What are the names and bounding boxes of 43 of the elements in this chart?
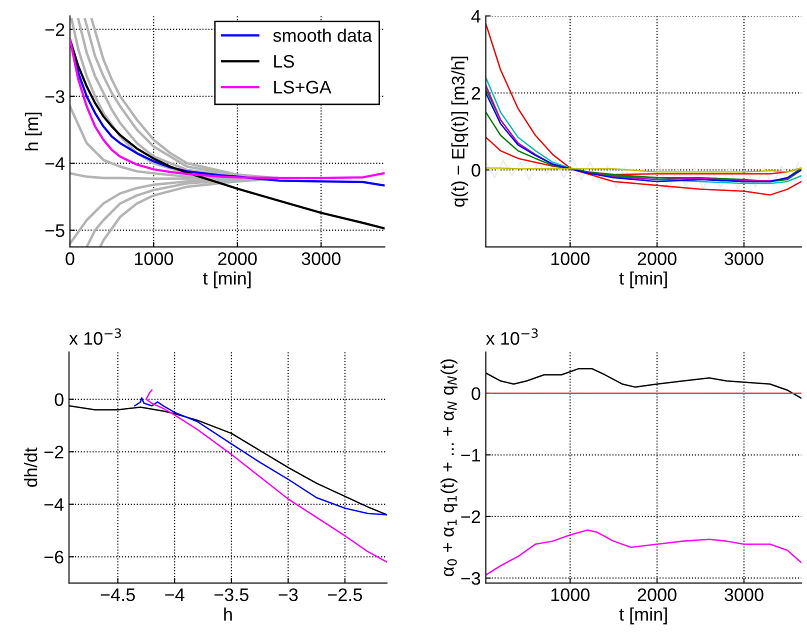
x-tick-label: 2000 — [638, 252, 676, 266]
y-tick-label: 2 — [472, 86, 480, 100]
y-tick-label: 0 — [472, 164, 480, 177]
y-axis-title: h [m] — [24, 112, 42, 150]
y-tick-label: −2 — [45, 23, 64, 36]
x-tick-label: −2.5 — [328, 588, 362, 602]
x-tick-label: 3000 — [302, 252, 340, 266]
text: x 10$^{−3}$ — [69, 328, 121, 345]
y-axis-title: dh/dt — [24, 448, 38, 487]
x-tick-label: −3.5 — [214, 588, 248, 602]
y-tick-label: 0 — [472, 387, 480, 400]
y-tick-label: 4 — [471, 10, 480, 23]
y-tick-label: −1 — [461, 449, 480, 462]
text: x 10$^{−3}$ — [486, 328, 538, 345]
y-tick-label: −5 — [45, 224, 64, 237]
x-tick-label: 2000 — [638, 588, 676, 602]
x-axis-title: t [min] — [619, 607, 667, 624]
y-tick-label: −3 — [461, 572, 480, 585]
x-tick-label: 1000 — [134, 252, 174, 266]
x-tick-label: 3000 — [724, 588, 764, 602]
x-tick-label: −4 — [165, 588, 184, 601]
text: α$_{0}$ + α$_{1}$ q$_{1}$(t) + ... + α$_{N}$ q$_{N}$(t) — [440, 359, 458, 576]
x-axis-title: h — [224, 607, 232, 621]
y-tick-label: 0 — [54, 393, 64, 406]
y-axis-title: q(t) − E[q(t)] [m3/h] — [451, 56, 468, 207]
x-tick-label: −3 — [278, 588, 298, 602]
y-tick-label: −3 — [45, 90, 64, 104]
x-tick-label: 3000 — [724, 252, 764, 266]
x-tick-label: 2000 — [218, 252, 257, 266]
y-tick-label: −2 — [44, 446, 64, 458]
legend-label: LS+GA — [274, 80, 332, 94]
legend-label: smooth data — [273, 28, 372, 42]
x-tick-label: 0 — [66, 252, 74, 266]
x-axis-title: t [min] — [619, 271, 667, 288]
x-tick-label: 1000 — [551, 252, 590, 266]
x-axis-title: t [min] — [203, 271, 251, 288]
y-tick-label: −4 — [45, 157, 65, 170]
y-tick-label: −2 — [461, 510, 480, 524]
y-tick-label: −6 — [44, 550, 64, 564]
y-tick-label: −4 — [44, 498, 64, 511]
x-tick-label: 1000 — [551, 588, 590, 602]
x-tick-label: −4.5 — [100, 588, 135, 602]
legend-label: LS — [274, 54, 294, 68]
